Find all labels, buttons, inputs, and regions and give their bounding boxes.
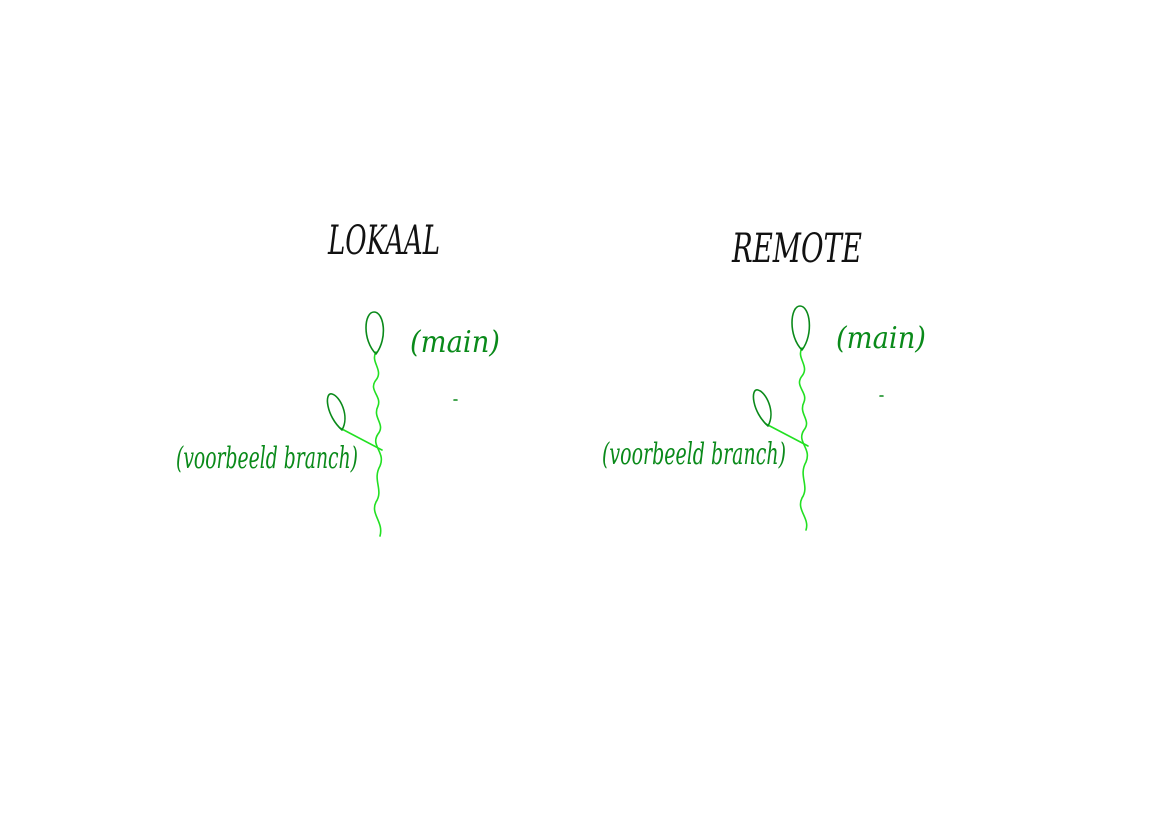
panel-title-lokaal: LOKAAL: [327, 218, 440, 264]
panel-remote: REMOTE (main) (voorbeeld branch): [602, 226, 926, 531]
side-tip-leaf-lokaal: [326, 393, 346, 431]
panel-title-remote: REMOTE: [731, 226, 862, 272]
main-label-lokaal: (main): [410, 325, 500, 360]
branch-connector-lokaal: [339, 427, 383, 451]
main-tip-leaf-remote: [791, 305, 811, 351]
branch-connector-remote: [765, 423, 809, 447]
main-tip-leaf-lokaal: [365, 311, 385, 355]
main-label-remote: (main): [836, 321, 926, 356]
side-tip-leaf-remote: [752, 389, 772, 427]
panel-lokaal: LOKAAL (main) (voorbeeld branch): [176, 218, 500, 537]
main-branch-line-lokaal: [372, 351, 383, 537]
side-label-lokaal: (voorbeeld branch): [176, 441, 358, 476]
side-label-remote: (voorbeeld branch): [602, 437, 786, 472]
main-branch-line-remote: [798, 347, 809, 531]
